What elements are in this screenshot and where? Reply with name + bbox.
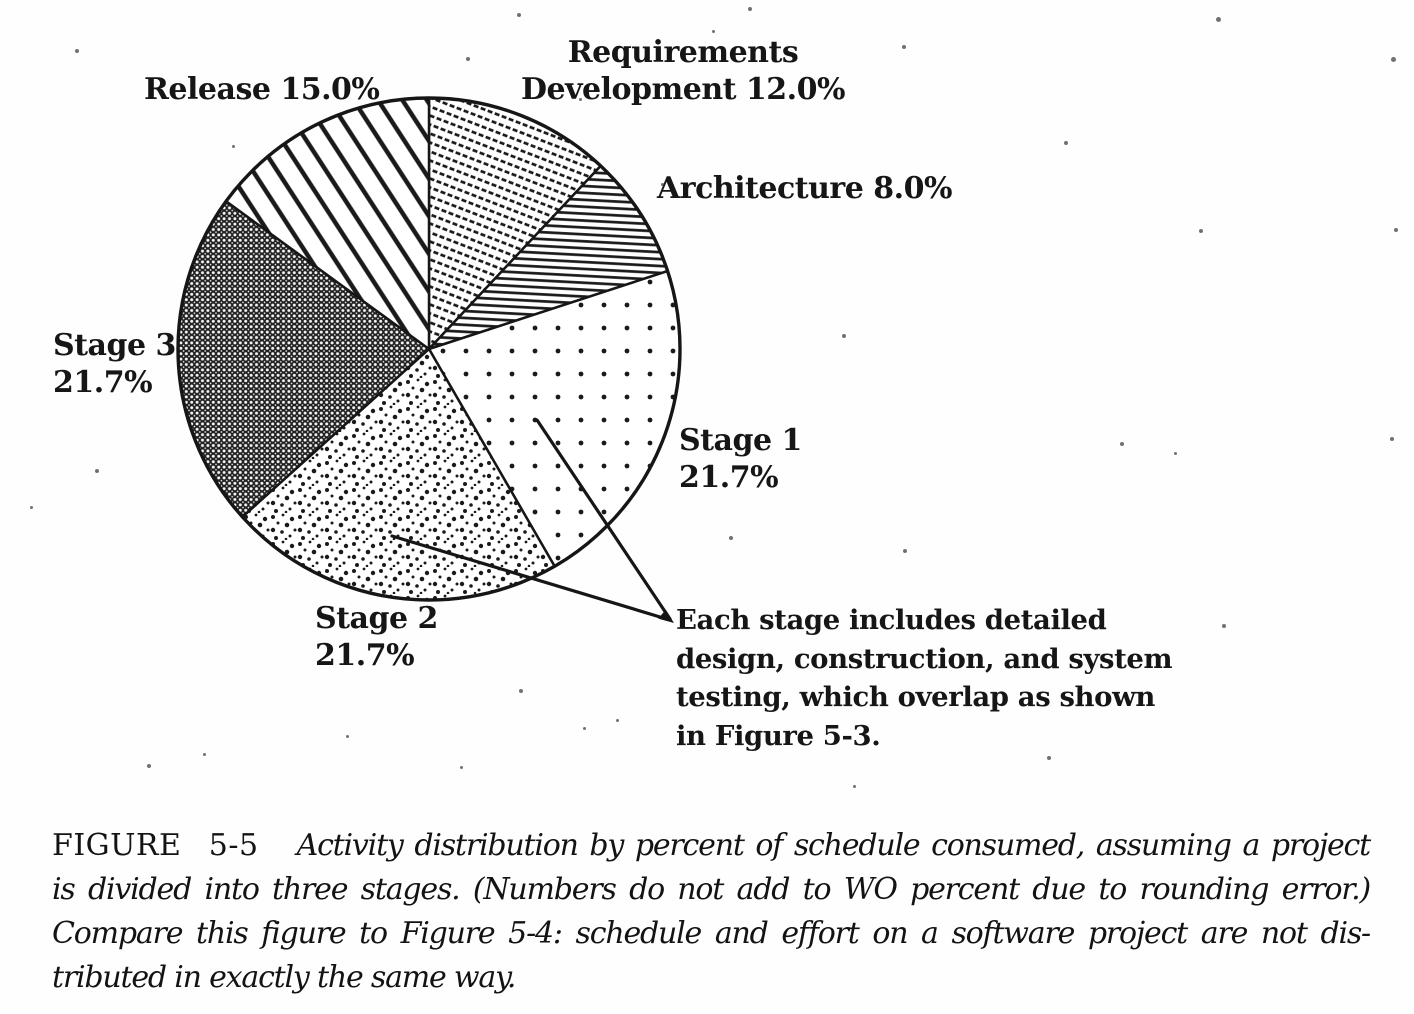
figure-caption: FIGURE 5-5 Activity distribution by perce…: [52, 824, 1372, 1000]
label-stage-3: Stage 3 21.7%: [53, 327, 176, 401]
scan-speck: [903, 549, 907, 553]
label-line: 21.7%: [679, 460, 779, 495]
caption-text: Activity distribution by percent of sche…: [296, 828, 1372, 863]
scan-speck: [1391, 57, 1396, 62]
annotation-leader-lines: [390, 418, 674, 623]
caption-line: FIGURE 5-5 Activity distribution by perce…: [52, 824, 1372, 868]
label-line: Stage 2: [315, 601, 438, 636]
scan-speck: [853, 785, 856, 788]
label-line: Release 15.0%: [144, 72, 380, 107]
scan-speck: [232, 145, 235, 148]
label-stage-1: Stage 1 21.7%: [679, 422, 802, 496]
pie-chart: [176, 96, 682, 623]
scan-speck: [748, 7, 752, 11]
leader-arrowhead-icon: [658, 609, 674, 623]
leader-line-stage2: [390, 534, 672, 622]
label-line: Stage 1: [679, 423, 802, 458]
label-line: Stage 3: [53, 328, 176, 363]
label-line: 21.7%: [53, 365, 153, 400]
pie-slices: [176, 96, 682, 602]
scan-speck: [1120, 442, 1124, 446]
scan-speck: [75, 49, 79, 53]
label-line: 21.7%: [315, 638, 415, 673]
scan-speck: [616, 719, 619, 722]
annotation-line: Each stage includes detailed: [676, 604, 1107, 636]
annotation-line: in Figure 5-3.: [676, 719, 881, 752]
scan-speck: [583, 727, 586, 730]
figure-5-5: Requirements Development 12.0% Release 1…: [53, 34, 1173, 755]
caption-line: is divided into three stages. (Numbers d…: [52, 872, 1371, 907]
label-line: Development 12.0%: [520, 72, 846, 107]
scan-speck: [466, 57, 470, 61]
caption-line: tributed in exactly the same way.: [52, 960, 516, 995]
scan-speck: [1064, 141, 1068, 145]
scan-speck: [1216, 17, 1221, 22]
label-stage-2: Stage 2 21.7%: [315, 600, 438, 674]
scan-speck: [1174, 452, 1177, 455]
scan-speck: [147, 764, 151, 768]
scan-speck: [1199, 229, 1203, 233]
scan-speck: [1394, 228, 1398, 232]
figure-number: FIGURE 5-5: [52, 828, 259, 863]
annotation-line: testing, which overlap as shown: [676, 681, 1155, 713]
scan-speck: [579, 98, 582, 101]
label-line: Requirements: [567, 35, 799, 70]
scan-speck: [460, 766, 463, 769]
leader-line-stage1: [535, 418, 672, 621]
scan-speck: [842, 334, 846, 338]
scan-speck: [661, 183, 664, 186]
label-architecture: Architecture 8.0%: [657, 170, 952, 207]
scan-speck: [1390, 437, 1394, 441]
scan-speck: [712, 30, 715, 33]
scan-speck: [902, 45, 906, 49]
annotation-note: Each stage includes detailed design, con…: [676, 601, 1173, 755]
label-line: Architecture 8.0%: [657, 171, 952, 206]
scan-speck: [519, 689, 523, 693]
label-release: Release 15.0%: [144, 71, 380, 108]
scan-speck: [517, 13, 521, 17]
pie-outline: [176, 96, 682, 602]
scan-speck: [1222, 624, 1226, 628]
scan-speck: [95, 469, 99, 473]
label-requirements-development: Requirements Development 12.0%: [500, 34, 866, 108]
scan-speck: [1047, 756, 1051, 760]
annotation-line: design, construction, and system: [676, 642, 1173, 675]
scan-speck: [729, 536, 733, 540]
scan-speck: [203, 753, 206, 756]
scan-speck: [346, 735, 349, 738]
scan-speck: [30, 506, 33, 509]
caption-line: Compare this figure to Figure 5-4: sched…: [52, 916, 1371, 951]
